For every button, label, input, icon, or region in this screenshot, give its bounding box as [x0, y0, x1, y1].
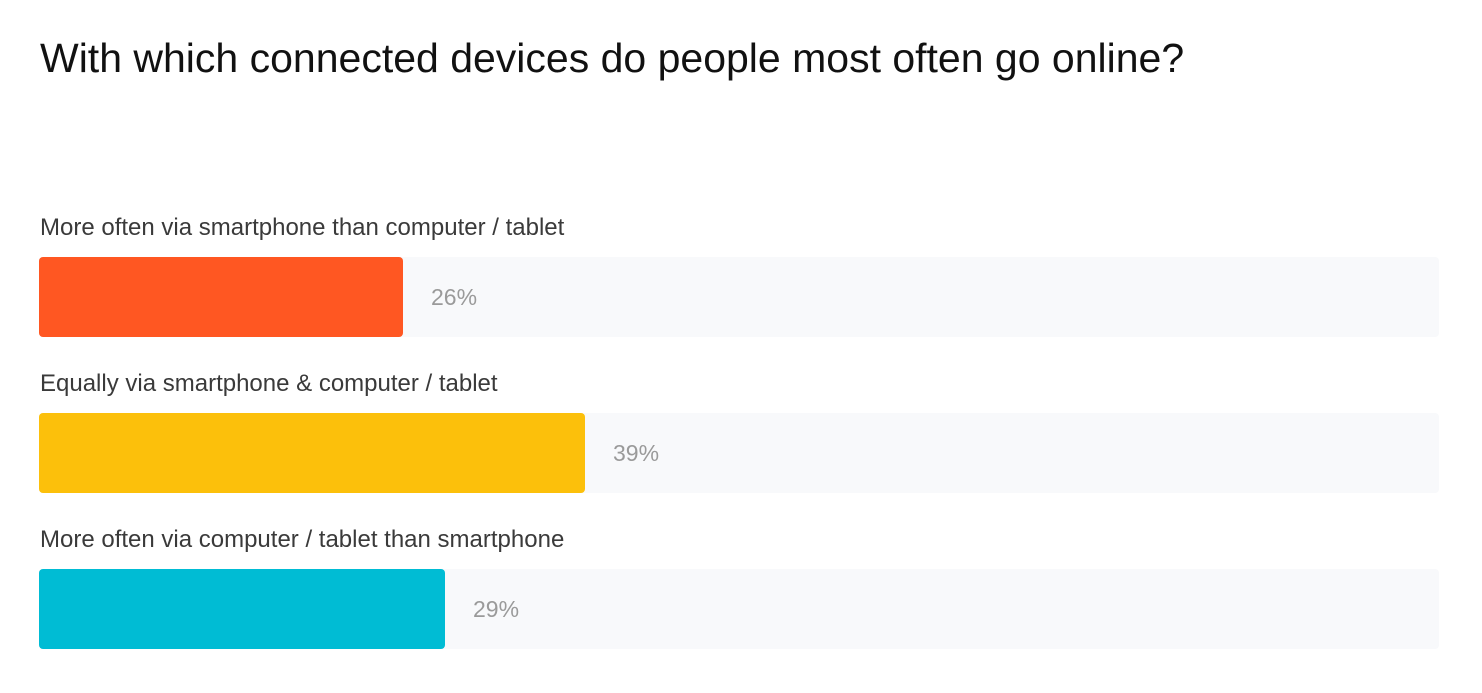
value-label: 29% [473, 596, 520, 622]
value-label: 39% [613, 440, 660, 466]
bar-track: 26% [39, 257, 1439, 337]
category-label: More often via smartphone than computer … [40, 214, 565, 241]
chart-title: With which connected devices do people m… [40, 35, 1185, 81]
bar [39, 413, 585, 493]
bar-track: 29% [39, 569, 1439, 649]
bar-track: 39% [39, 413, 1439, 493]
category-label: Equally via smartphone & computer / tabl… [40, 370, 498, 397]
value-label: 26% [431, 284, 478, 310]
bar [39, 257, 403, 337]
category-label: More often via computer / tablet than sm… [40, 526, 565, 553]
bar [39, 569, 445, 649]
